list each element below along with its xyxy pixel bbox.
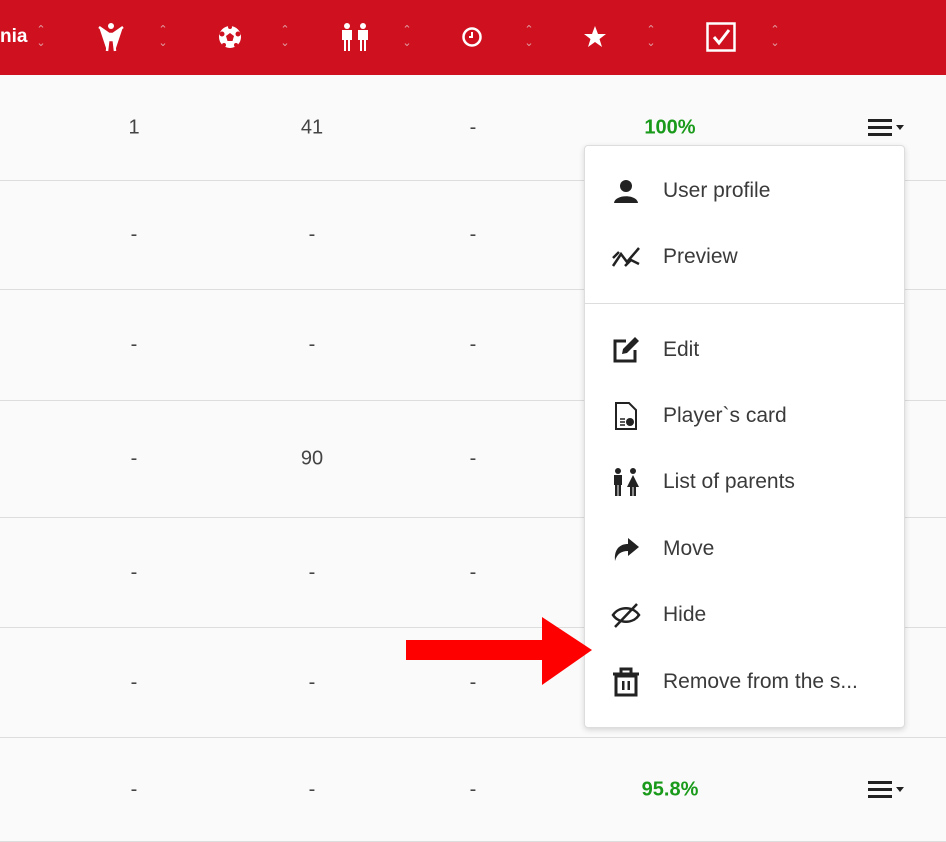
document-chart-icon [611, 401, 641, 431]
soccer-ball-icon[interactable] [218, 22, 242, 52]
red-arrow-annotation [406, 617, 592, 685]
sort-up-down-icon[interactable]: ⌃ ⌄ [36, 24, 46, 49]
table-row: 1 41 - 100% [0, 75, 946, 181]
menu-item-move[interactable]: Move [585, 524, 904, 574]
cell-value: - [130, 223, 138, 246]
cell-value: - [130, 333, 138, 356]
sort-up-down-icon[interactable]: ⌃ ⌄ [524, 24, 534, 49]
edit-icon [611, 335, 641, 365]
menu-item-edit[interactable]: Edit [585, 325, 904, 375]
cell-value: - [308, 671, 316, 693]
sort-up-down-icon[interactable]: ⌃ ⌄ [158, 24, 168, 49]
cell-value: 41 [300, 116, 324, 138]
cell-value: 90 [300, 447, 324, 470]
menu-divider [585, 303, 904, 304]
sort-up-down-icon[interactable]: ⌃ ⌄ [280, 24, 290, 49]
cell-value: - [469, 561, 477, 583]
row-menu-button[interactable] [866, 116, 906, 140]
cell-value: - [130, 778, 138, 800]
sort-up-down-icon[interactable]: ⌃ ⌄ [402, 24, 412, 49]
percent-value: 95.8% [641, 778, 699, 800]
user-icon [611, 176, 641, 206]
parents-icon [611, 467, 641, 497]
cell-value: - [469, 447, 477, 470]
header-column-name[interactable]: nia [0, 26, 28, 47]
table-header: nia ⌃ ⌄ ⌃ ⌄ ⌃ ⌄ ⌃ ⌄ ⌃ ⌄ ⌃ ⌄ ⌃ ⌄ [0, 0, 946, 75]
sort-up-down-icon[interactable]: ⌃ ⌄ [646, 24, 656, 49]
cell-value: - [130, 447, 138, 470]
row-actions-dropdown: User profile Preview Edit Player`s card … [584, 145, 905, 728]
menu-item-players-card[interactable]: Player`s card [585, 391, 904, 441]
menu-item-remove[interactable]: Remove from the s... [585, 657, 904, 707]
menu-item-preview[interactable]: Preview [585, 232, 904, 282]
menu-item-list-of-parents[interactable]: List of parents [585, 457, 904, 507]
cell-value: - [469, 333, 477, 356]
cell-value: - [469, 778, 477, 800]
table-row: - - - 95.8% [0, 738, 946, 842]
cell-value: - [130, 671, 138, 693]
cell-value: - [308, 223, 316, 246]
trash-icon [611, 667, 641, 697]
cell-value: - [308, 561, 316, 583]
person-arms-up-icon[interactable] [97, 22, 125, 52]
menu-item-hide[interactable]: Hide [585, 590, 904, 640]
share-arrow-icon [611, 534, 641, 564]
chart-line-icon [611, 242, 641, 272]
menu-item-user-profile[interactable]: User profile [585, 166, 904, 216]
checkbox-checked-icon[interactable] [706, 22, 736, 52]
cell-value: - [469, 223, 477, 246]
cell-value: - [308, 778, 316, 800]
cell-value: - [130, 561, 138, 583]
clock-icon[interactable] [461, 22, 483, 52]
sort-up-down-icon[interactable]: ⌃ ⌄ [770, 24, 780, 49]
menu-bars-icon [868, 118, 904, 136]
percent-value: 100% [644, 116, 696, 138]
two-people-icon[interactable] [339, 22, 371, 52]
eye-slash-icon [611, 600, 641, 630]
cell-value: - [469, 671, 477, 693]
menu-bars-icon [868, 780, 904, 798]
cell-value: - [469, 116, 477, 138]
cell-value: 1 [128, 116, 140, 138]
star-icon[interactable] [583, 22, 607, 52]
row-menu-button[interactable] [866, 778, 906, 802]
cell-value: - [308, 333, 316, 356]
